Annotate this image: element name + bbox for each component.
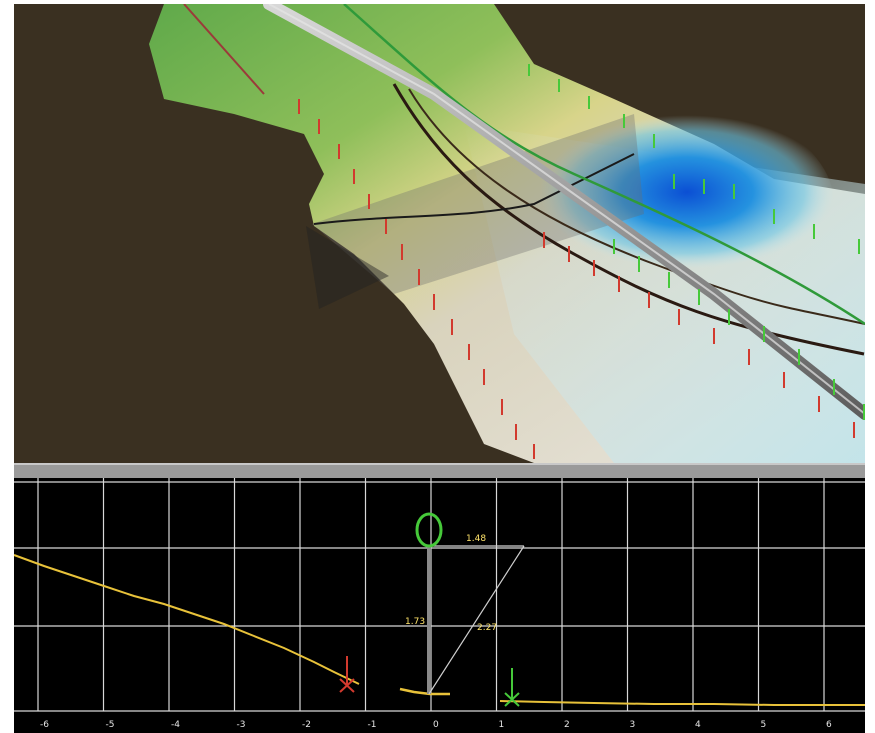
x-tick-label: 4 <box>695 720 701 730</box>
x-tick-label: -1 <box>368 720 377 730</box>
red-markers <box>298 99 855 459</box>
seabed-profile-left <box>14 554 360 685</box>
vertical-distance-label: 1.73 <box>405 617 425 627</box>
view-splitter[interactable] <box>14 463 865 478</box>
green-circle-icon[interactable] <box>415 512 443 548</box>
x-tick-label: 3 <box>630 720 636 730</box>
x-axis-ticks: -6 -5 -4 -3 -2 -1 0 1 2 3 4 5 6 <box>40 720 832 730</box>
cross-section-profile[interactable]: -6 -5 -4 -3 -2 -1 0 1 2 3 4 5 6 1.4 <box>14 478 865 733</box>
x-tick-label: 6 <box>826 720 832 730</box>
diagonal-distance-label: 2.27 <box>477 623 497 633</box>
x-tick-label: -3 <box>237 720 246 730</box>
red-x-marker-icon[interactable] <box>339 656 355 693</box>
x-tick-label: 2 <box>564 720 570 730</box>
x-tick-label: 5 <box>761 720 767 730</box>
x-tick-label: -6 <box>40 720 49 730</box>
profile-grid <box>14 478 865 712</box>
horizontal-distance-label: 1.48 <box>466 534 486 544</box>
section-plane <box>312 114 644 294</box>
profile-plot: -6 -5 -4 -3 -2 -1 0 1 2 3 4 5 6 1.4 <box>14 478 865 730</box>
x-tick-label: -4 <box>171 720 180 730</box>
x-tick-label: -2 <box>302 720 311 730</box>
green-survey-line <box>343 4 865 326</box>
x-tick-label: 1 <box>499 720 505 730</box>
x-tick-label: 0 <box>433 720 439 730</box>
green-x-marker-icon[interactable] <box>504 668 520 707</box>
seabed-profile-trench <box>399 687 450 696</box>
green-markers <box>528 64 865 420</box>
3d-bathymetry-view[interactable] <box>14 4 865 463</box>
3d-scene <box>149 4 865 463</box>
seabed-profile-right <box>499 700 865 706</box>
x-tick-label: -5 <box>106 720 115 730</box>
